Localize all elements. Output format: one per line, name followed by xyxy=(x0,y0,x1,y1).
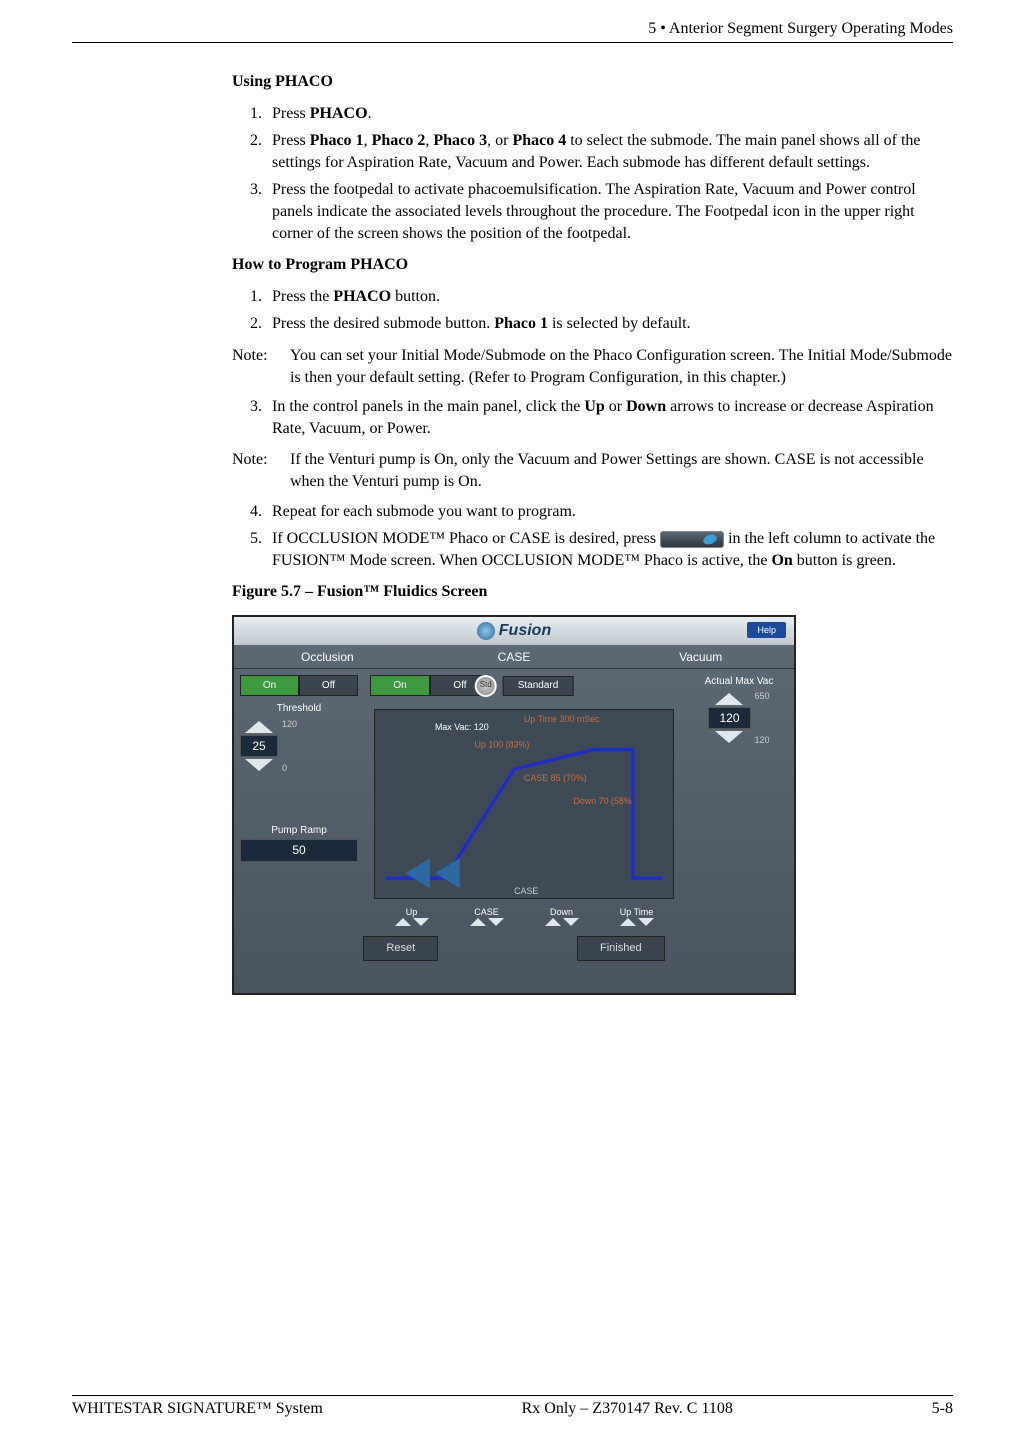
pump-ramp-label: Pump Ramp xyxy=(240,824,358,838)
footer-center: Rx Only – Z370147 Rev. C 1108 xyxy=(522,1400,733,1418)
footer-left: WHITESTAR SIGNATURE™ System xyxy=(72,1400,323,1418)
program-phaco-steps-4-5: Repeat for each submode you want to prog… xyxy=(232,501,953,572)
using-phaco-heading: Using PHACO xyxy=(232,71,953,93)
case-case-col: CASE xyxy=(449,903,524,929)
figure-caption: Figure 5.7 – Fusion™ Fluidics Screen xyxy=(232,581,953,603)
finished-button[interactable]: Finished xyxy=(577,936,665,961)
prog-step-3: In the control panels in the main panel,… xyxy=(266,396,953,439)
standard-button[interactable]: Standard xyxy=(503,676,574,696)
chapter-title: Anterior Segment Surgery Operating Modes xyxy=(669,20,953,37)
case-uptime-col: Up Time xyxy=(599,903,674,929)
actual-min: 120 xyxy=(755,734,770,746)
fusion-tabs: Occlusion CASE Vacuum xyxy=(234,645,794,669)
note-2-text: If the Venturi pump is On, only the Vacu… xyxy=(290,449,953,492)
pump-ramp: Pump Ramp 50 xyxy=(240,824,358,862)
occlusion-off-button[interactable]: Off xyxy=(299,675,358,697)
program-phaco-steps-1-2: Press the PHACO button. Press the desire… xyxy=(232,286,953,335)
chart-case85-label: CASE 85 (70%) xyxy=(524,773,587,783)
prog-step-2: Press the desired submode button. Phaco … xyxy=(266,313,953,335)
threshold-down-button[interactable] xyxy=(245,759,273,771)
case-down-decrease[interactable] xyxy=(563,918,579,926)
case-up-decrease[interactable] xyxy=(413,918,429,926)
case-onoff: On Off xyxy=(370,675,490,697)
note-1-label: Note: xyxy=(232,345,290,388)
fusion-logo-icon xyxy=(477,622,495,640)
chart-polyline xyxy=(385,749,662,878)
chart-down70-label: Down 70 (58%) xyxy=(573,796,634,806)
occlusion-on-button[interactable]: On xyxy=(240,675,299,697)
prog-step-1: Press the PHACO button. xyxy=(266,286,953,308)
std-icon[interactable]: Std xyxy=(475,675,497,697)
note-1-text: You can set your Initial Mode/Submode on… xyxy=(290,345,953,388)
actual-down-button[interactable] xyxy=(715,731,743,743)
case-adjust-row: Up CASE Down Up Time xyxy=(374,903,674,929)
prog-step-5: If OCCLUSION MODE™ Phaco or CASE is desi… xyxy=(266,528,953,571)
actual-up-button[interactable] xyxy=(715,693,743,705)
chart-maxvac-label: Max Vac: 120 xyxy=(435,722,489,732)
footer-right: 5-8 xyxy=(932,1400,953,1418)
chart-case-bottom-label: CASE xyxy=(514,886,538,896)
header-bullet: • xyxy=(656,20,669,37)
case-up-increase[interactable] xyxy=(395,918,411,926)
actual-max-vac-label: Actual Max Vac xyxy=(690,675,788,689)
chapter-number: 5 xyxy=(648,20,656,37)
case-case-increase[interactable] xyxy=(470,918,486,926)
vacuum-column: Actual Max Vac 120 650 120 xyxy=(684,669,794,929)
case-up-col: Up xyxy=(374,903,449,929)
note-1: Note: You can set your Initial Mode/Subm… xyxy=(232,345,953,388)
chart-arrow-icon-1[interactable] xyxy=(405,858,430,888)
std-badge: Std Standard xyxy=(475,675,574,697)
content: Using PHACO Press PHACO. Press Phaco 1, … xyxy=(232,71,953,995)
threshold-max: 120 xyxy=(282,718,297,730)
using-phaco-steps: Press PHACO. Press Phaco 1, Phaco 2, Pha… xyxy=(232,103,953,245)
case-uptime-increase[interactable] xyxy=(620,918,636,926)
pump-ramp-value: 50 xyxy=(240,839,358,861)
chart-arrow-icon-2[interactable] xyxy=(435,858,460,888)
threshold-label: Threshold xyxy=(240,702,358,716)
fusion-title: Fusion xyxy=(499,620,551,642)
help-button[interactable]: Help xyxy=(747,622,786,638)
note-2: Note: If the Venturi pump is On, only th… xyxy=(232,449,953,492)
page: 5 • Anterior Segment Surgery Operating M… xyxy=(0,0,1025,1442)
case-column: On Off Std Standard Max Vac: 120 Up Time… xyxy=(364,669,684,929)
prog-step-4: Repeat for each submode you want to prog… xyxy=(266,501,953,523)
page-header: 5 • Anterior Segment Surgery Operating M… xyxy=(72,20,953,43)
note-2-label: Note: xyxy=(232,449,290,492)
case-uptime-decrease[interactable] xyxy=(638,918,654,926)
program-phaco-steps-3: In the control panels in the main panel,… xyxy=(232,396,953,439)
case-case-decrease[interactable] xyxy=(488,918,504,926)
fusion-button-icon xyxy=(660,531,724,548)
program-phaco-heading: How to Program PHACO xyxy=(232,254,953,276)
reset-button[interactable]: Reset xyxy=(363,936,438,961)
occlusion-onoff: On Off xyxy=(240,675,358,697)
threshold-min: 0 xyxy=(282,762,297,774)
chart-up100-label: Up 100 (83%) xyxy=(475,739,530,749)
step-3: Press the footpedal to activate phacoemu… xyxy=(266,179,953,244)
threshold-up-button[interactable] xyxy=(245,721,273,733)
fusion-screen: Fusion Help Occlusion CASE Vacuum On Off… xyxy=(232,615,796,995)
case-down-increase[interactable] xyxy=(545,918,561,926)
case-down-col: Down xyxy=(524,903,599,929)
page-footer: WHITESTAR SIGNATURE™ System Rx Only – Z3… xyxy=(72,1395,953,1418)
chart-uptime-label: Up Time 300 mSec xyxy=(524,714,600,724)
fusion-body: On Off Threshold 25 120 0 xyxy=(234,669,794,929)
case-on-button[interactable]: On xyxy=(370,675,430,697)
actual-value: 120 xyxy=(708,707,750,729)
occlusion-column: On Off Threshold 25 120 0 xyxy=(234,669,364,929)
step-2: Press Phaco 1, Phaco 2, Phaco 3, or Phac… xyxy=(266,130,953,173)
step-1: Press PHACO. xyxy=(266,103,953,125)
threshold-spinner: 25 120 0 xyxy=(240,718,358,774)
tab-vacuum: Vacuum xyxy=(607,645,794,669)
actual-spinner: 120 650 120 xyxy=(690,690,788,746)
tab-case: CASE xyxy=(421,645,608,669)
fusion-titlebar: Fusion Help xyxy=(234,617,794,645)
case-chart: Max Vac: 120 Up Time 300 mSec Up 100 (83… xyxy=(374,709,674,899)
fusion-bottom-bar: Reset Finished xyxy=(234,929,794,969)
tab-occlusion: Occlusion xyxy=(234,645,421,669)
threshold-value: 25 xyxy=(240,735,278,757)
actual-max: 650 xyxy=(755,690,770,702)
